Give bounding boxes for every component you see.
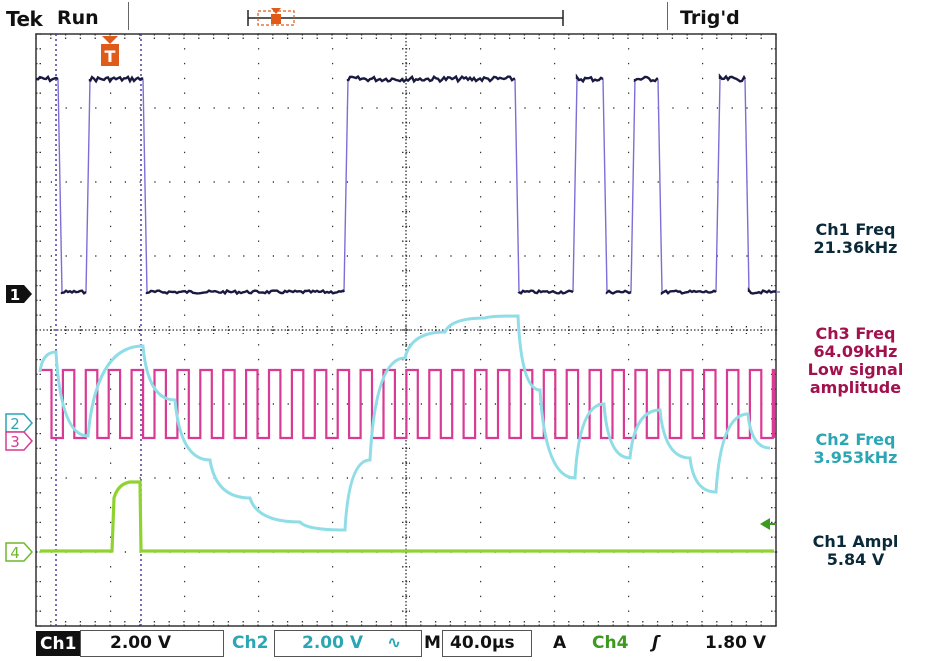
ch1-scale[interactable]: 2.00 V <box>110 633 172 653</box>
trigger-level-arrow-icon[interactable] <box>760 518 770 530</box>
ch2-ground-marker[interactable]: 2 <box>5 413 34 433</box>
svg-text:4: 4 <box>10 544 20 562</box>
ch3-ground-marker[interactable]: 3 <box>5 431 34 451</box>
svg-text:3: 3 <box>10 433 20 451</box>
ch4-ground-marker[interactable]: 4 <box>5 542 34 562</box>
record-position-indicator[interactable] <box>247 8 564 26</box>
ch2-scale-box[interactable] <box>274 630 422 657</box>
trigger-slope-icon[interactable]: ʃ <box>652 633 660 653</box>
measurement-ch1-ampl: Ch1 Ampl 5.84 V <box>812 532 899 569</box>
timebase-value[interactable]: 40.0µs <box>450 633 515 653</box>
status-bar: Tek Run Trig'd <box>0 0 931 34</box>
ch1-scale-box[interactable] <box>80 630 224 657</box>
measurement-ch3-freq: Ch3 Freq 64.09kHz Low signal amplitude <box>807 324 904 397</box>
trigger-position-marker[interactable]: T <box>101 36 119 66</box>
ch3-waveform <box>40 368 776 440</box>
measurement-ch1-freq: Ch1 Freq 21.36kHz <box>813 220 898 257</box>
trigger-status: Trig'd <box>680 7 740 29</box>
svg-text:1: 1 <box>10 286 20 304</box>
measurement-ch2-freq: Ch2 Freq 3.953kHz <box>813 430 898 467</box>
ch2-label[interactable]: Ch2 <box>232 633 269 653</box>
brand-logo: Tek <box>6 7 43 31</box>
status-divider <box>128 2 129 30</box>
timebase-box[interactable] <box>442 630 532 657</box>
trigger-marker-label: T <box>105 47 116 66</box>
svg-text:2: 2 <box>10 415 20 433</box>
ch1-label[interactable]: Ch1 <box>36 631 81 656</box>
trigger-source[interactable]: Ch4 <box>592 633 629 653</box>
settings-bar: Ch1 2.00 V Ch2 2.00 V ∿ M 40.0µs A Ch4 ʃ… <box>0 629 931 659</box>
graticule-grid <box>35 33 778 627</box>
ch2-waveform <box>38 314 771 532</box>
ch2-bandwidth-icon: ∿ <box>387 633 402 653</box>
ch4-waveform <box>40 480 774 553</box>
timebase-label: M <box>424 633 441 653</box>
status-divider <box>667 2 668 30</box>
acquisition-state: Run <box>57 7 99 29</box>
measurement-panel: Ch1 Freq 21.36kHz Ch3 Freq 64.09kHz Low … <box>780 0 931 661</box>
ch1-waveform-edges <box>57 78 780 293</box>
trigger-mode: A <box>553 633 567 653</box>
trigger-level[interactable]: 1.80 V <box>705 633 767 653</box>
ch1-ground-marker[interactable]: 1 <box>6 285 32 304</box>
ch2-scale[interactable]: 2.00 V <box>302 633 364 653</box>
